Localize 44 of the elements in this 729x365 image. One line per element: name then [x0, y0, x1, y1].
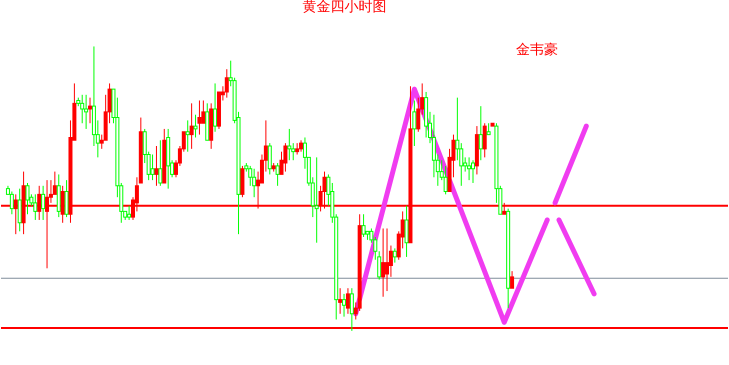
- candlestick: [213, 82, 218, 132]
- candlestick: [64, 180, 69, 218]
- candlestick: [350, 288, 354, 332]
- candlestick: [342, 293, 346, 318]
- candlestick: [467, 156, 472, 181]
- candlestick: [190, 102, 194, 150]
- annotation: 金韦豪: [516, 42, 558, 58]
- candlestick: [25, 182, 30, 215]
- candlestick: [299, 140, 304, 152]
- candlestick: [150, 154, 155, 181]
- candlestick: [283, 142, 288, 172]
- candlestick: [88, 97, 92, 124]
- candlestick: [194, 114, 198, 138]
- candlestick: [41, 185, 46, 220]
- candlestick: [37, 185, 42, 220]
- candlestick: [268, 142, 272, 175]
- candlestick: [338, 288, 342, 314]
- candlestick: [362, 214, 366, 238]
- candlestick: [381, 228, 386, 298]
- candlestick: [412, 100, 416, 146]
- candlestick: [510, 270, 514, 289]
- candlestick: [346, 288, 350, 314]
- candlestick: [287, 128, 292, 161]
- candlestick: [486, 122, 491, 136]
- candlestick: [385, 228, 390, 292]
- candlestick: [482, 122, 487, 158]
- candlestick: [186, 120, 190, 152]
- candlestick: [84, 94, 88, 130]
- candlestick: [154, 145, 158, 186]
- candlestick: [314, 156, 319, 244]
- candlestick: [295, 142, 300, 156]
- candlestick: [10, 191, 14, 215]
- candlestick: [478, 106, 483, 161]
- candlestick: [224, 68, 229, 98]
- candlestick: [158, 140, 162, 186]
- candlestick: [404, 205, 409, 258]
- candlestick: [60, 185, 65, 224]
- candlestick: [197, 100, 202, 136]
- candlestick: [18, 188, 22, 232]
- candlestick: [276, 162, 280, 186]
- candlestick: [392, 248, 397, 264]
- candlestick: [252, 168, 256, 198]
- candlestick: [470, 160, 475, 184]
- candlestick: [127, 205, 132, 220]
